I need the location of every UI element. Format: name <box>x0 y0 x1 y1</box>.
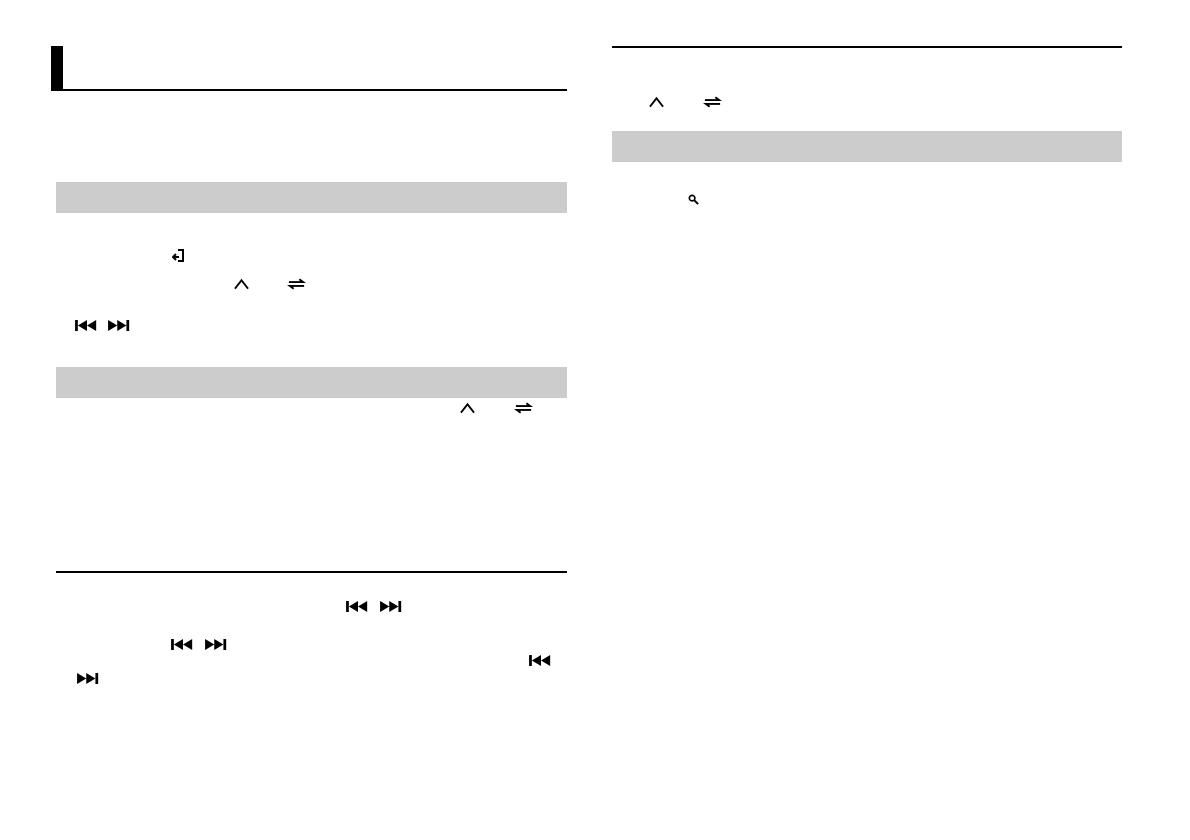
heading-marker <box>51 46 63 90</box>
enter-icon <box>172 249 184 263</box>
subsection-rule <box>612 46 1122 48</box>
prev-track-icon <box>170 639 196 650</box>
repeat-icon <box>703 95 722 109</box>
next-track-icon <box>107 320 133 331</box>
repeat-icon <box>514 401 533 415</box>
prev-track-icon <box>528 655 554 666</box>
section-bar <box>56 182 567 213</box>
next-track-icon <box>204 639 230 650</box>
search-icon <box>688 194 699 205</box>
prev-track-icon <box>74 320 100 331</box>
heading-rule <box>51 89 567 91</box>
next-track-icon <box>76 673 102 684</box>
subsection-rule <box>56 571 567 573</box>
next-track-icon <box>379 601 405 612</box>
up-caret-icon <box>234 278 249 290</box>
prev-track-icon <box>345 601 371 612</box>
section-bar <box>612 131 1122 162</box>
repeat-icon <box>287 277 306 291</box>
section-bar <box>56 367 567 398</box>
up-caret-icon <box>649 96 664 108</box>
up-caret-icon <box>460 402 475 414</box>
